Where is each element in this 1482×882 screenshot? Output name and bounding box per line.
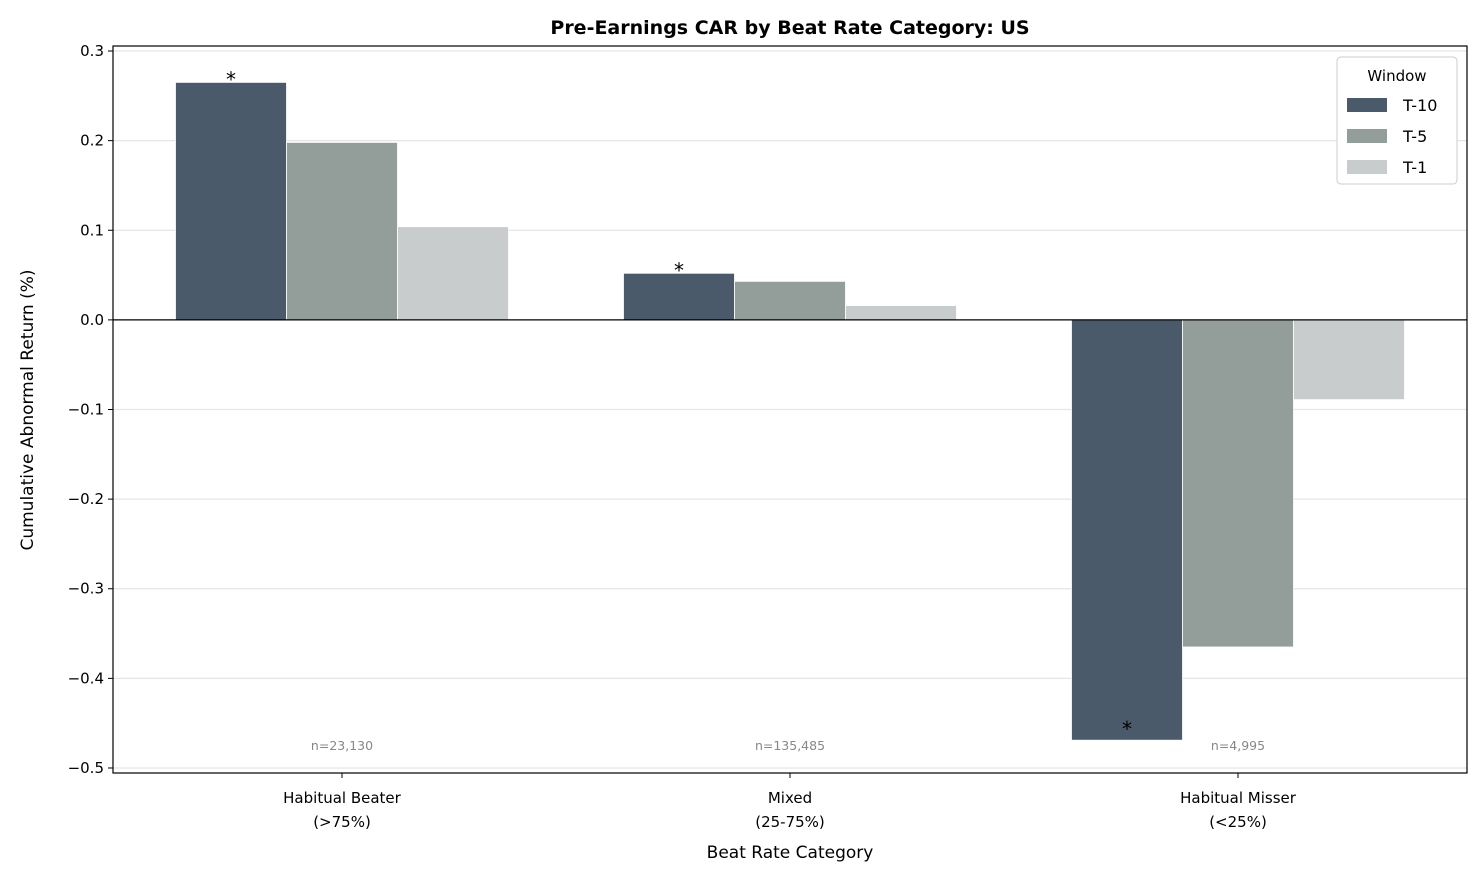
x-tick-label-sub: (<25%) (1209, 813, 1267, 831)
chart-title: Pre-Earnings CAR by Beat Rate Category: … (550, 17, 1029, 39)
x-tick-label-sub: (>75%) (313, 813, 371, 831)
significance-marker: * (674, 258, 684, 282)
bar-T-5-1 (734, 280, 846, 321)
bar-T-10-0 (175, 81, 287, 321)
bar-T-5-0 (286, 142, 398, 321)
bar-T-10-2 (1071, 319, 1183, 741)
legend-label: T-5 (1402, 127, 1427, 146)
y-tick-label: −0.4 (68, 669, 104, 687)
bar-T-10-1 (623, 272, 735, 321)
bar-T-1-2 (1293, 319, 1405, 401)
y-axis-label: Cumulative Abnormal Return (%) (18, 269, 38, 550)
plot-frame (112, 45, 1468, 774)
bar-T-1-0 (397, 226, 509, 321)
y-tick-label: −0.1 (68, 401, 104, 419)
legend-title: Window (1367, 67, 1426, 85)
x-tick-label-sub: (25-75%) (755, 813, 825, 831)
significance-marker: * (1122, 717, 1132, 741)
x-tick-label: Habitual Beater (283, 789, 401, 807)
sample-size-label: n=135,485 (755, 738, 825, 753)
y-tick-label: 0.2 (80, 132, 104, 150)
bar-T-5-2 (1182, 319, 1294, 648)
x-tick-label: Habitual Misser (1180, 789, 1297, 807)
legend-box (1336, 56, 1458, 185)
legend-swatch-T-10 (1347, 98, 1387, 112)
x-tick-label: Mixed (768, 789, 812, 807)
y-tick-label: 0.0 (80, 311, 104, 329)
y-axis: 0.3 0.2 0.1 0.0 −0.1 −0.2 −0.3 −0.4 −0.5 (68, 42, 113, 777)
legend-label: T-10 (1402, 96, 1437, 115)
y-tick-label: 0.1 (80, 221, 104, 239)
y-tick-label: 0.3 (80, 42, 104, 60)
bar-T-1-1 (845, 305, 957, 321)
sample-size-label: n=4,995 (1211, 738, 1265, 753)
legend-swatch-T-5 (1347, 129, 1387, 143)
significance-marker: * (226, 67, 236, 91)
legend-swatch-T-1 (1347, 160, 1387, 174)
y-tick-label: −0.3 (68, 580, 104, 598)
legend: Window T-10 T-5 T-1 (1336, 56, 1458, 185)
legend-label: T-1 (1402, 158, 1427, 177)
x-axis-label: Beat Rate Category (707, 843, 874, 863)
sample-size-label: n=23,130 (311, 738, 373, 753)
bars (113, 81, 1467, 741)
y-tick-label: −0.5 (68, 759, 104, 777)
x-axis: Habitual Beater (>75%) Mixed (25-75%) Habitu… (283, 773, 1297, 831)
annotations: * * * n=23,130 n=135,485 n=4,995 (226, 67, 1265, 753)
y-tick-label: −0.2 (68, 490, 104, 508)
